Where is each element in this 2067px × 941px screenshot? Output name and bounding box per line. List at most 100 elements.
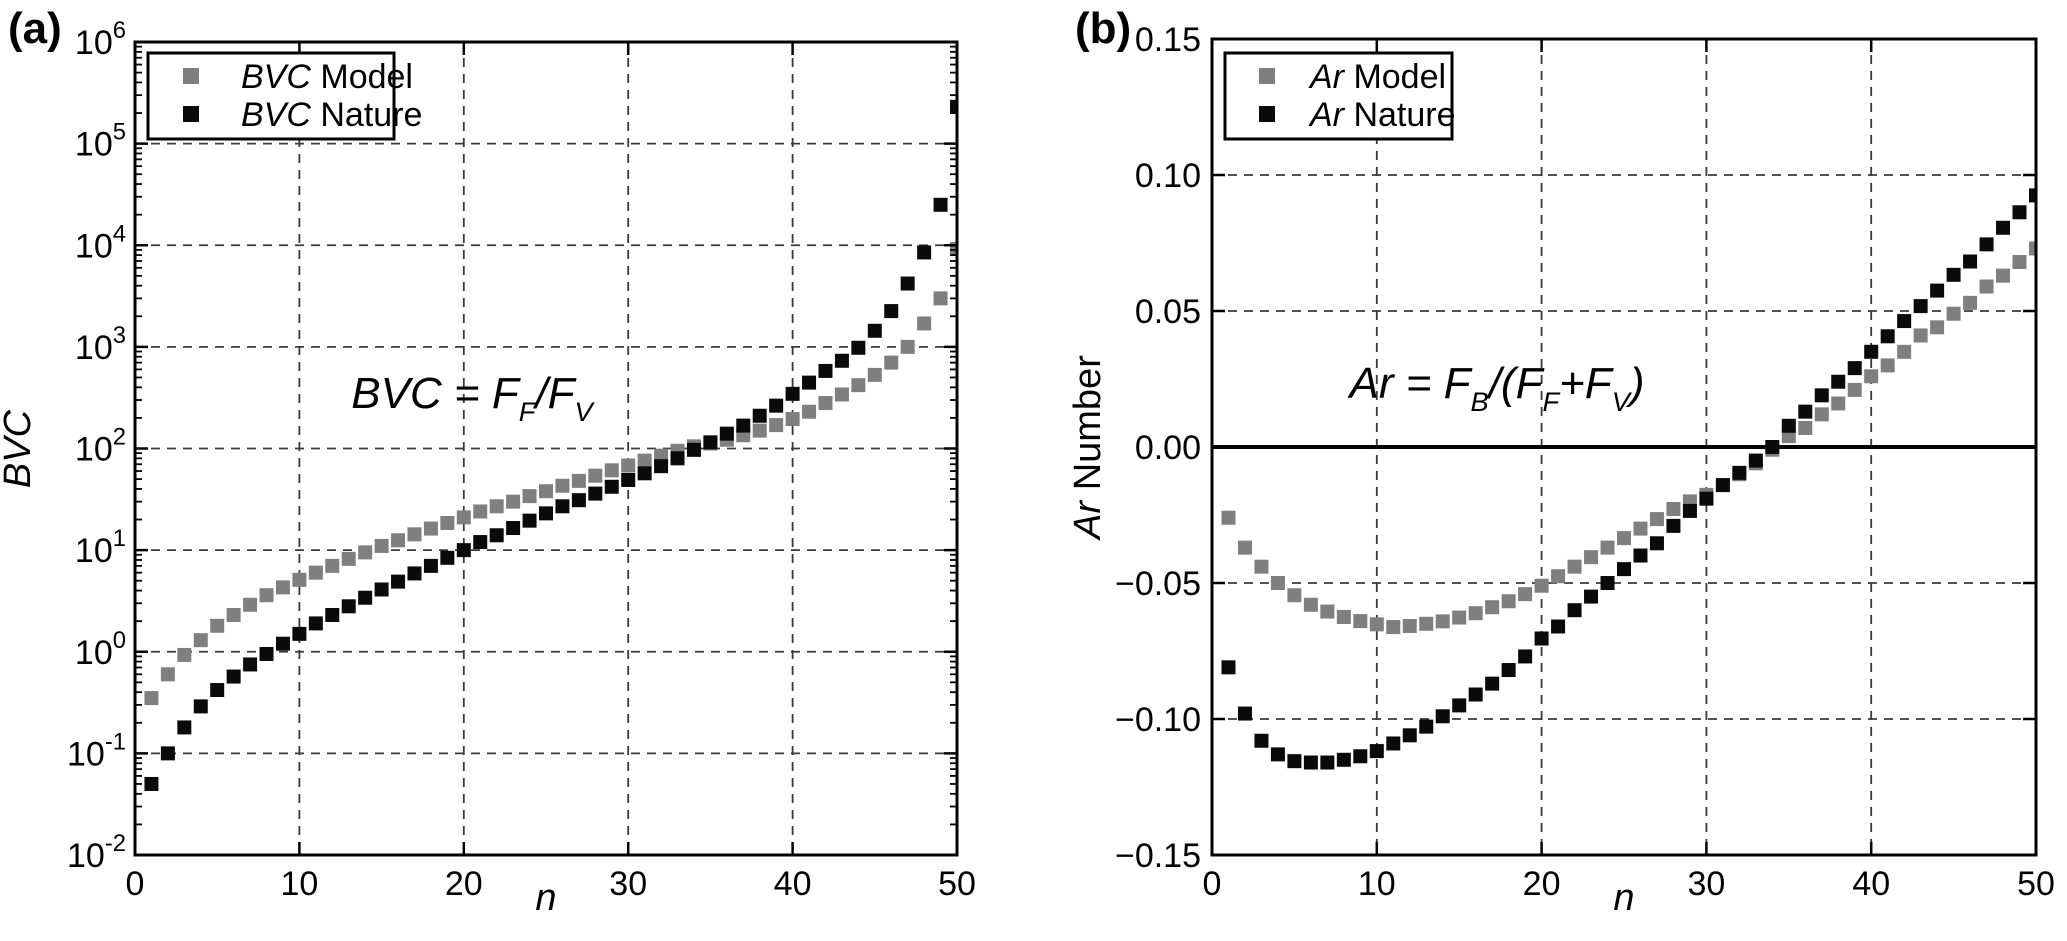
data-point [1221, 510, 1236, 525]
data-point [785, 412, 800, 427]
data-point [1979, 279, 1994, 294]
data-point [1485, 600, 1500, 615]
data-point [341, 599, 356, 614]
data-point [1649, 536, 1664, 551]
legend-box [1223, 51, 1454, 141]
data-point [391, 533, 406, 548]
data-point [1996, 220, 2011, 235]
ticks-b [1210, 37, 2038, 857]
data-point [210, 683, 225, 698]
data-point [539, 484, 553, 499]
data-point [867, 367, 882, 382]
data-point [423, 521, 438, 536]
data-point [1617, 562, 1631, 577]
data-point [1567, 603, 1582, 618]
data-point [325, 607, 340, 622]
legend-marker-ar-nature [1259, 106, 1275, 122]
series-bvc-model [144, 241, 957, 706]
data-point [785, 386, 800, 401]
data-point [1831, 374, 1846, 389]
svg-text:20: 20 [445, 865, 483, 903]
data-point [1930, 320, 1945, 335]
data-point [571, 493, 586, 508]
data-point [1715, 478, 1730, 493]
data-point [654, 448, 669, 463]
series-bvc-nature [144, 99, 957, 791]
data-point [752, 423, 767, 438]
annotation-a: BVC = FF/FV [351, 369, 595, 427]
data-point [177, 720, 192, 735]
data-point [1419, 719, 1434, 734]
data-point [259, 647, 274, 662]
svg-text:−0.10: −0.10 [1115, 701, 1201, 739]
data-point [506, 521, 521, 536]
data-point [834, 353, 849, 368]
data-point [489, 528, 504, 543]
data-point [1303, 597, 1318, 612]
data-point [1551, 569, 1566, 584]
data-point [144, 691, 159, 706]
data-point [1864, 369, 1879, 384]
data-point [1617, 531, 1631, 546]
svg-text:50: 50 [2017, 865, 2055, 903]
panel-b-corner-label: (b) [1075, 4, 1132, 53]
data-point [637, 453, 652, 468]
legend-marker-ar-model [1259, 68, 1275, 84]
data-point [2029, 241, 2036, 256]
data-point [1913, 328, 1928, 343]
data-point [1402, 728, 1417, 743]
data-point [1864, 344, 1879, 359]
data-point [374, 538, 389, 553]
legend-marker-bvc-nature [183, 106, 199, 122]
data-point [1633, 548, 1648, 563]
data-point [555, 499, 570, 514]
ticks-a [133, 40, 959, 857]
svg-text:104: 104 [75, 220, 126, 265]
data-point [1386, 736, 1401, 751]
data-point [686, 442, 701, 457]
data-point [1320, 755, 1335, 770]
data-point [736, 418, 751, 433]
data-point [177, 647, 192, 662]
annotation-b: Ar = FB/(FF+FV) [1346, 359, 1644, 417]
data-point [308, 565, 323, 580]
data-point [588, 486, 603, 501]
svg-text:0.00: 0.00 [1135, 429, 1201, 467]
svg-text:0.10: 0.10 [1135, 157, 1201, 195]
data-point [259, 588, 274, 603]
data-point [933, 197, 948, 212]
data-point [539, 506, 553, 521]
data-point [506, 494, 521, 509]
data-point [1732, 465, 1747, 480]
svg-text:101: 101 [75, 525, 126, 570]
data-point [275, 580, 290, 595]
data-point [1682, 503, 1697, 518]
svg-text:102: 102 [75, 424, 126, 469]
data-point [1237, 706, 1252, 721]
data-point [2029, 188, 2036, 203]
svg-text:106: 106 [75, 17, 126, 62]
data-point [1946, 306, 1961, 321]
data-point [407, 566, 422, 581]
data-point [752, 408, 767, 423]
data-point [1254, 733, 1269, 748]
data-point [1485, 676, 1500, 691]
data-point [604, 479, 619, 494]
legend-marker-bvc-model [183, 68, 199, 84]
data-point [950, 99, 957, 114]
data-point [1287, 754, 1302, 769]
data-point [456, 543, 471, 558]
legend-label-bvc-nature: BVC Nature [241, 96, 422, 134]
svg-text:100: 100 [75, 627, 126, 672]
series-ar-nature [1221, 188, 2036, 770]
data-point [325, 558, 340, 573]
data-point [210, 618, 225, 633]
data-point [917, 316, 932, 331]
data-point [1435, 709, 1450, 724]
data-point [950, 241, 957, 256]
data-point [1649, 512, 1664, 527]
data-point [621, 472, 636, 487]
data-point [851, 378, 866, 393]
